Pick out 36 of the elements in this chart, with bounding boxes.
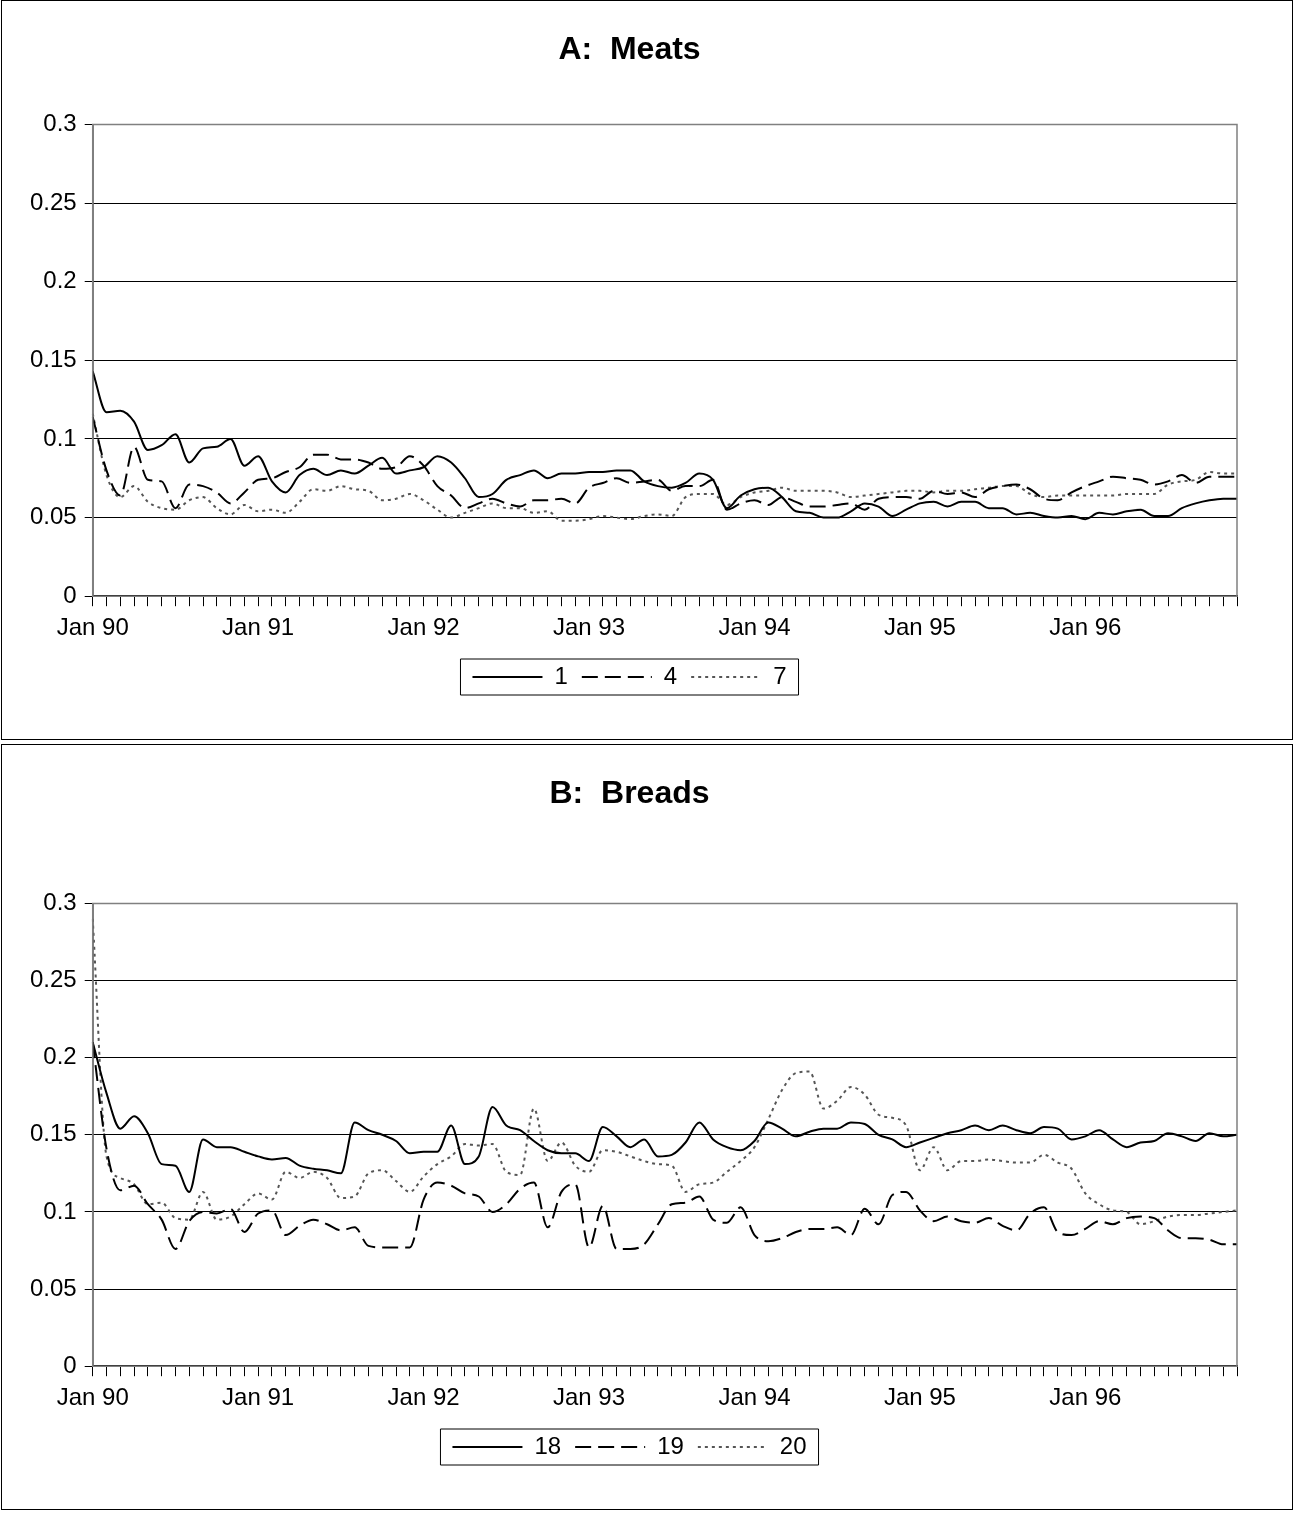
x-tick-label: Jan 96 bbox=[1049, 1383, 1122, 1411]
y-tick-label: 0.2 bbox=[43, 266, 77, 294]
chart-title: A: Meats bbox=[558, 30, 701, 67]
y-tick-label: 0 bbox=[63, 1350, 77, 1378]
legend-label: 19 bbox=[657, 1431, 684, 1459]
x-tick-label: Jan 90 bbox=[56, 1383, 129, 1411]
y-tick-label: 0.25 bbox=[29, 187, 77, 215]
x-tick-label: Jan 96 bbox=[1049, 613, 1122, 641]
legend-label: 4 bbox=[663, 661, 678, 689]
legend-label: 20 bbox=[779, 1431, 807, 1459]
x-tick-label: Jan 93 bbox=[553, 613, 626, 641]
y-tick-label: 0.05 bbox=[29, 502, 77, 530]
x-tick-label: Jan 94 bbox=[718, 1383, 791, 1411]
legend-label: 1 bbox=[554, 661, 568, 689]
legend-label: 18 bbox=[534, 1431, 562, 1459]
x-tick-label: Jan 95 bbox=[883, 613, 956, 641]
x-tick-label: Jan 92 bbox=[387, 613, 460, 641]
y-tick-label: 0.2 bbox=[43, 1042, 77, 1070]
y-tick-label: 0.3 bbox=[43, 888, 77, 916]
x-tick-label: Jan 91 bbox=[222, 1383, 295, 1411]
x-tick-label: Jan 95 bbox=[883, 1383, 956, 1411]
x-tick-label: Jan 90 bbox=[56, 613, 129, 641]
legend-label: 7 bbox=[773, 661, 787, 689]
x-tick-label: Jan 91 bbox=[222, 613, 295, 641]
y-tick-label: 0.1 bbox=[43, 1196, 77, 1224]
y-tick-label: 0.3 bbox=[43, 109, 77, 137]
x-tick-label: Jan 92 bbox=[387, 1383, 460, 1411]
x-tick-label: Jan 94 bbox=[718, 613, 791, 641]
y-tick-label: 0 bbox=[63, 580, 77, 608]
x-tick-label: Jan 93 bbox=[553, 1383, 626, 1411]
y-tick-label: 0.1 bbox=[43, 423, 77, 451]
y-tick-label: 0.25 bbox=[29, 965, 77, 993]
y-tick-label: 0.05 bbox=[29, 1273, 77, 1301]
chart-title: B: Breads bbox=[549, 774, 710, 811]
y-tick-label: 0.15 bbox=[29, 344, 77, 372]
y-tick-label: 0.15 bbox=[29, 1119, 77, 1147]
